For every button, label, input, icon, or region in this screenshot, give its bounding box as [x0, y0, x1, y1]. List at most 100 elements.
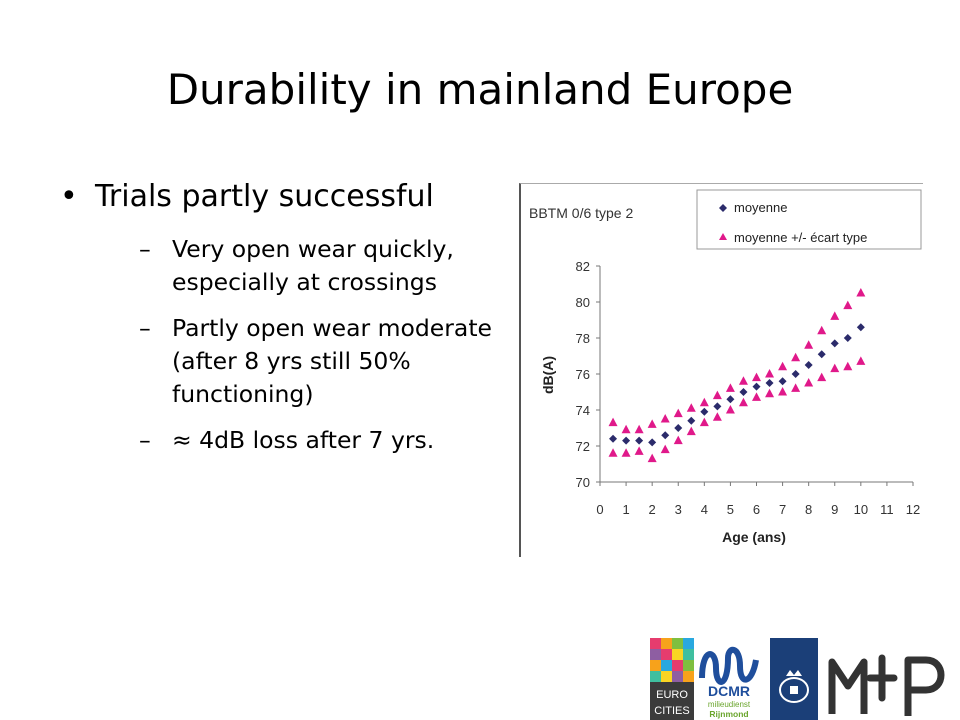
- mean-point: [622, 436, 631, 445]
- eurocities-logo: EURO CITIES: [650, 638, 694, 720]
- y-tick-label: 78: [576, 331, 590, 346]
- mean-point: [765, 379, 774, 387]
- x-tick-label: 0: [596, 502, 603, 517]
- x-tick-label: 4: [701, 502, 708, 517]
- x-tick-label: 11: [880, 502, 894, 517]
- lower-std-point: [673, 435, 683, 445]
- mean-point: [661, 431, 670, 440]
- mean-point: [674, 424, 683, 432]
- legend-diamond-marker: [719, 204, 727, 212]
- upper-std-point: [699, 397, 709, 407]
- y-tick-label: 74: [576, 403, 590, 418]
- upper-std-point: [686, 403, 696, 412]
- mean-point: [804, 361, 813, 369]
- upper-std-point: [738, 376, 748, 385]
- sub-bullet-text: Very open wear quickly, especially at cr…: [172, 235, 454, 296]
- mean-point: [830, 339, 839, 348]
- x-tick-label: 8: [805, 502, 812, 517]
- dcmr-text-2: Rijnmond: [709, 709, 748, 719]
- mtp-logo: [828, 654, 945, 716]
- legend-triangle-marker: [719, 233, 727, 240]
- legend: moyenne moyenne +/- écart type: [696, 189, 922, 250]
- upper-std-point: [765, 369, 775, 378]
- lower-std-point: [608, 448, 618, 457]
- mean-point: [609, 434, 618, 443]
- lower-std-point: [738, 397, 748, 407]
- y-tick-label: 76: [576, 367, 590, 382]
- upper-std-point: [817, 325, 827, 335]
- mean-point: [778, 377, 787, 386]
- mean-point: [843, 334, 852, 342]
- upper-std-point: [647, 419, 657, 428]
- dcmr-text-1: milieudienst: [708, 700, 751, 709]
- mean-point: [713, 402, 722, 411]
- lower-std-point: [699, 417, 709, 427]
- dcmr-logo: DCMR milieudienst Rijnmond: [699, 646, 759, 719]
- x-tick-label: 7: [779, 502, 786, 517]
- lower-std-point: [725, 405, 735, 414]
- y-axis-label: dB(A): [540, 356, 556, 394]
- lower-std-point: [765, 388, 775, 398]
- x-tick-label: 1: [622, 502, 629, 517]
- sub-bullet-list: – Very open wear quickly, especially at c…: [95, 233, 510, 457]
- mean-point: [687, 416, 696, 425]
- upper-std-point: [856, 288, 866, 297]
- x-tick-label: 9: [831, 502, 838, 517]
- chart-image: BBTM 0/6 type 2 moyenne moyenne +/- écar…: [519, 183, 923, 557]
- mean-point: [648, 438, 657, 447]
- lower-std-point: [752, 392, 761, 401]
- mean-point: [739, 388, 748, 396]
- dcmr-name: DCMR: [708, 683, 750, 699]
- upper-std-point: [843, 300, 853, 310]
- upper-std-point: [725, 383, 735, 392]
- upper-std-point: [778, 361, 788, 371]
- sub-bullet-item: – Very open wear quickly, especially at c…: [95, 233, 510, 299]
- x-tick-label: 6: [753, 502, 760, 517]
- bullet-text: Trials partly successful: [95, 179, 434, 214]
- y-tick-label: 70: [576, 475, 590, 490]
- x-tick-label: 2: [649, 502, 656, 517]
- mean-point: [752, 382, 761, 391]
- upper-std-point: [634, 424, 644, 434]
- legend-label-mean: moyenne: [734, 200, 787, 215]
- mean-point: [726, 395, 735, 404]
- upper-std-point: [830, 311, 840, 320]
- x-tick-label: 12: [906, 502, 920, 517]
- lower-std-point: [778, 387, 788, 396]
- bullet-list: Trials partly successful – Very open wear…: [60, 175, 510, 470]
- lower-std-point: [712, 412, 722, 421]
- mean-point: [635, 436, 644, 445]
- sub-bullet-text: ≈ 4dB loss after 7 yrs.: [172, 426, 435, 454]
- data-marks: [608, 288, 866, 463]
- lower-std-point: [647, 453, 657, 463]
- sub-bullet-item: – ≈ 4dB loss after 7 yrs.: [95, 424, 510, 457]
- slide-title: Durability in mainland Europe: [166, 65, 794, 114]
- lower-std-point: [817, 372, 827, 382]
- lower-std-point: [634, 446, 644, 455]
- x-axis-label: Age (ans): [722, 529, 786, 545]
- upper-std-point: [673, 408, 683, 418]
- eurocities-text-2: CITIES: [654, 705, 689, 717]
- logo-strip: EURO CITIES DCMR milieudienst Rijnmond: [650, 638, 960, 720]
- y-tick-label: 72: [576, 439, 590, 454]
- lower-std-point: [660, 444, 670, 454]
- upper-std-point: [712, 390, 722, 400]
- lower-std-point: [843, 361, 853, 371]
- eurocities-text-1: EURO: [656, 689, 688, 701]
- scatter-chart: BBTM 0/6 type 2 moyenne moyenne +/- écar…: [529, 189, 922, 545]
- legend-box: [696, 189, 922, 250]
- lower-std-point: [804, 378, 814, 387]
- upper-std-point: [621, 424, 631, 434]
- upper-std-point: [791, 352, 801, 362]
- upper-std-point: [804, 340, 814, 349]
- dash-marker: –: [139, 426, 151, 454]
- y-tick-label: 82: [576, 259, 590, 274]
- sub-bullet-text: Partly open wear moderate (after 8 yrs s…: [172, 314, 493, 408]
- mean-point: [700, 407, 709, 416]
- x-tick-label: 3: [675, 502, 682, 517]
- lower-std-point: [686, 426, 696, 436]
- upper-std-point: [752, 372, 761, 382]
- y-tick-label: 80: [576, 295, 590, 310]
- lower-std-point: [830, 363, 840, 373]
